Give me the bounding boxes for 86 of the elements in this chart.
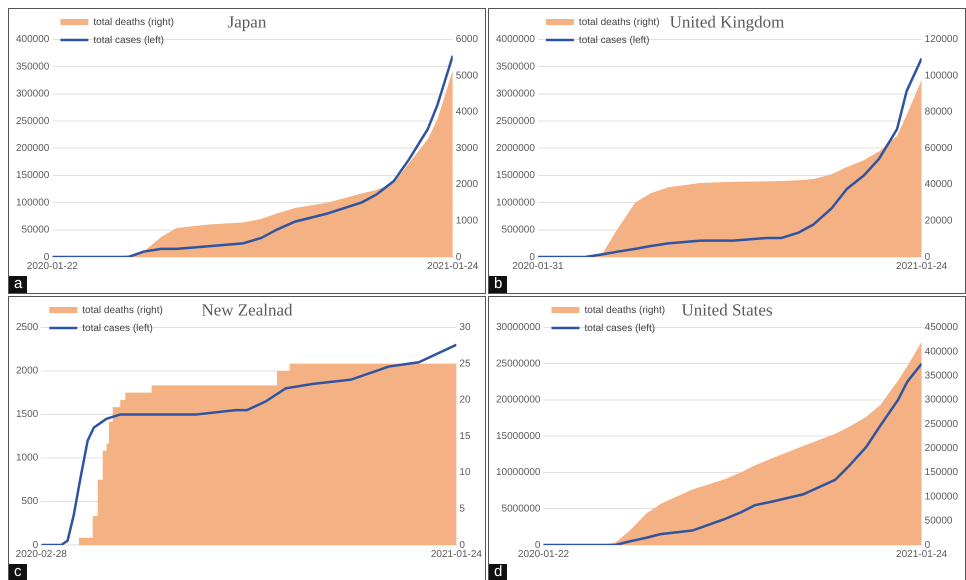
y-tick-label: 1500000 — [496, 170, 536, 182]
y2-tick-label: 400000 — [924, 346, 958, 358]
y-tick-label: 250000 — [16, 116, 50, 127]
y2-tick-label: 3000 — [456, 142, 478, 154]
y-tick-label: 0 — [44, 252, 50, 263]
y2-tick-label: 150000 — [924, 467, 958, 478]
y2-tick-label: 100000 — [924, 491, 958, 502]
chart-title: United States — [681, 300, 773, 320]
y-tick-label: 200000 — [16, 142, 50, 154]
y-tick-label: 4000000 — [496, 34, 536, 46]
y2-tick-label: 20 — [459, 394, 471, 406]
legend-label: total cases (left) — [578, 34, 650, 46]
y2-tick-label: 250000 — [924, 418, 958, 430]
x-tick-label: 2021-01-24 — [896, 548, 948, 560]
x-tick-label: 2021-01-24 — [430, 548, 482, 560]
y-tick-label: 100000 — [16, 197, 50, 208]
y2-tick-label: 5000 — [456, 70, 478, 82]
y-tick-label: 350000 — [16, 61, 50, 72]
y-tick-label: 150000 — [16, 170, 50, 182]
y-tick-label: 300000 — [16, 88, 50, 100]
text: d — [489, 563, 508, 580]
y-tick-label: 1000 — [16, 452, 39, 464]
y2-tick-label: 6000 — [456, 34, 478, 46]
y-tick-label: 10000000 — [496, 467, 541, 478]
y-tick-label: 2000000 — [496, 142, 536, 154]
y2-tick-label: 300000 — [924, 394, 958, 406]
y-tick-label: 15000000 — [496, 430, 541, 442]
legend-label: total deaths (right) — [93, 16, 174, 28]
y2-tick-label: 450000 — [924, 322, 958, 334]
y-tick-label: 1500 — [16, 409, 39, 420]
y2-tick-label: 0 — [456, 252, 462, 263]
legend-label: total deaths (right) — [578, 16, 660, 28]
y2-tick-label: 4000 — [456, 106, 478, 118]
chart-title: United Kingdom — [670, 12, 784, 32]
chart-title: New Zealnad — [201, 300, 294, 320]
x-tick-label: 2020-01-22 — [26, 260, 78, 272]
y2-tick-label: 15 — [459, 430, 471, 442]
legend-label: total cases (left) — [584, 322, 656, 334]
y-tick-label: 0 — [534, 540, 541, 551]
y2-tick-label: 30 — [459, 322, 471, 334]
y-tick-label: 30000000 — [496, 322, 541, 334]
text: b — [489, 275, 508, 293]
y-tick-label: 25000000 — [496, 358, 541, 370]
y-tick-label: 5000000 — [502, 503, 541, 514]
y2-tick-label: 60000 — [924, 142, 953, 154]
y2-tick-label: 40000 — [924, 179, 953, 190]
y-tick-label: 2500 — [16, 322, 39, 334]
y2-tick-label: 0 — [924, 540, 931, 551]
legend-label: total deaths (right) — [82, 304, 163, 316]
legend-label: total cases (left) — [82, 322, 153, 334]
legend-label: total deaths (right) — [584, 304, 666, 316]
y2-tick-label: 100000 — [924, 70, 958, 82]
y2-tick-label: 2000 — [456, 179, 478, 190]
y-tick-label: 3000000 — [496, 88, 536, 100]
y2-tick-label: 0 — [924, 252, 931, 263]
y2-tick-label: 350000 — [924, 370, 958, 382]
y2-tick-label: 120000 — [924, 34, 958, 46]
y-tick-label: 500 — [22, 496, 39, 508]
x-tick-label: 2020-01-22 — [518, 548, 570, 560]
y-tick-label: 3500000 — [496, 61, 536, 72]
y2-tick-label: 5 — [459, 503, 466, 514]
text: c — [9, 563, 26, 580]
x-tick-label: 2020-02-28 — [16, 548, 68, 560]
y-tick-label: 0 — [32, 540, 39, 551]
y-tick-label: 500000 — [502, 224, 536, 236]
y2-tick-label: 1000 — [456, 215, 478, 226]
y-tick-label: 400000 — [16, 34, 50, 46]
y2-tick-label: 25 — [459, 358, 471, 370]
y2-tick-label: 20000 — [924, 215, 953, 226]
y-tick-label: 20000000 — [496, 394, 541, 406]
y-tick-label: 50000 — [22, 224, 50, 236]
y2-tick-label: 0 — [459, 540, 466, 551]
y-tick-label: 2000 — [16, 366, 39, 377]
y2-tick-label: 10 — [459, 467, 471, 478]
x-tick-label: 2021-01-24 — [427, 260, 479, 272]
y2-tick-label: 80000 — [924, 106, 953, 118]
legend-label: total cases (left) — [93, 34, 164, 46]
y2-tick-label: 50000 — [924, 516, 953, 527]
y-tick-label: 1000000 — [496, 197, 536, 208]
x-tick-label: 2021-01-24 — [896, 260, 948, 272]
y2-tick-label: 200000 — [924, 443, 958, 454]
x-tick-label: 2020-01-31 — [512, 260, 564, 272]
text: a — [9, 275, 28, 293]
chart-title: Japan — [228, 12, 267, 32]
y-tick-label: 2500000 — [496, 116, 536, 127]
y-tick-label: 0 — [529, 252, 536, 263]
